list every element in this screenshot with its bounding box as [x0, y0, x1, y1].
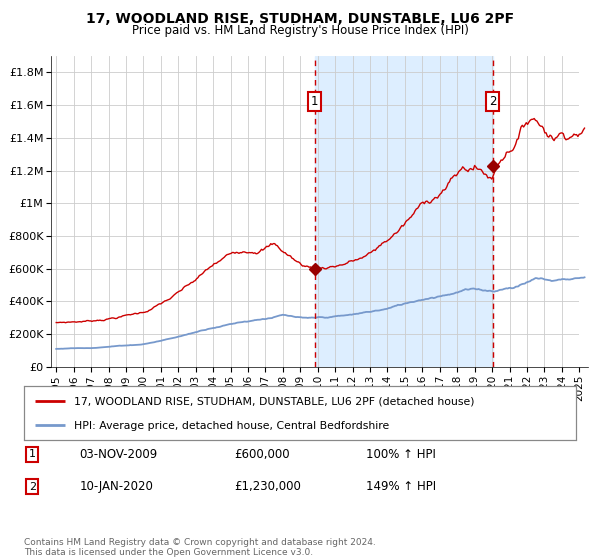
Bar [315, 56, 493, 367]
Text: £1,230,000: £1,230,000 [234, 480, 301, 493]
Text: 03-NOV-2009: 03-NOV-2009 [79, 447, 157, 461]
Text: 149% ↑ HPI: 149% ↑ HPI [366, 480, 436, 493]
Text: 1: 1 [311, 95, 319, 108]
Bar [579, 56, 588, 367]
Text: Contains HM Land Registry data © Crown copyright and database right 2024.
This d: Contains HM Land Registry data © Crown c… [24, 538, 376, 557]
Text: 2: 2 [29, 482, 36, 492]
Text: HPI: Average price, detached house, Central Bedfordshire: HPI: Average price, detached house, Cent… [74, 421, 389, 431]
Text: 1: 1 [29, 449, 36, 459]
Text: £600,000: £600,000 [234, 447, 289, 461]
Text: 17, WOODLAND RISE, STUDHAM, DUNSTABLE, LU6 2PF: 17, WOODLAND RISE, STUDHAM, DUNSTABLE, L… [86, 12, 514, 26]
Text: 17, WOODLAND RISE, STUDHAM, DUNSTABLE, LU6 2PF (detached house): 17, WOODLAND RISE, STUDHAM, DUNSTABLE, L… [74, 396, 474, 407]
Text: 100% ↑ HPI: 100% ↑ HPI [366, 447, 436, 461]
Text: Price paid vs. HM Land Registry's House Price Index (HPI): Price paid vs. HM Land Registry's House … [131, 24, 469, 36]
Text: 2: 2 [489, 95, 496, 108]
Text: 10-JAN-2020: 10-JAN-2020 [79, 480, 153, 493]
